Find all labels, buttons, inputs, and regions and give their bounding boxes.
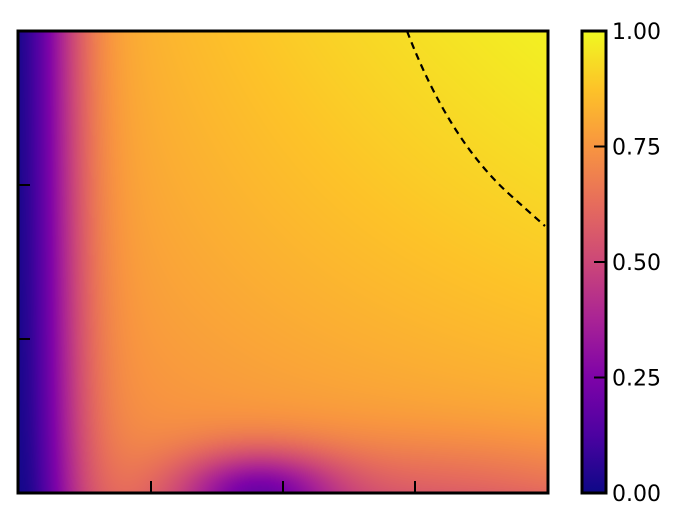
colorbar-tick-label-3: 0.75 xyxy=(612,136,661,161)
colorbar-tick-label-1: 0.25 xyxy=(612,367,661,392)
heatmap-field xyxy=(18,31,548,493)
colorbar-tick-label-0: 0.00 xyxy=(612,482,661,507)
colorbar-ticks xyxy=(594,30,606,494)
contour-line xyxy=(405,31,546,227)
colorbar-tick-label-4: 1.00 xyxy=(612,20,661,45)
colorbar-tick-label-2: 0.50 xyxy=(612,251,661,276)
